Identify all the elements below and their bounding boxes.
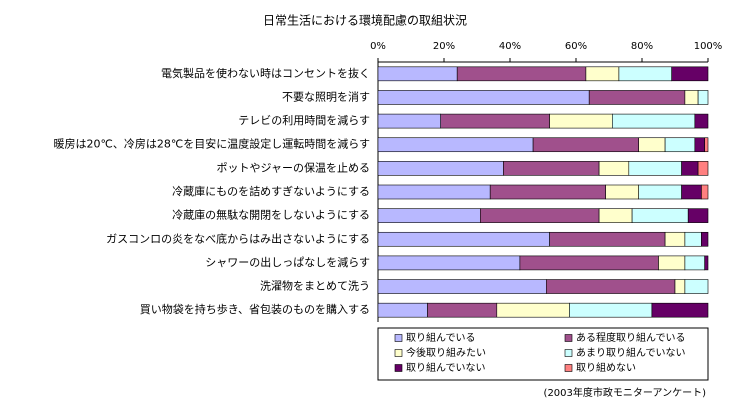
bar-segment [638,137,666,153]
bar-segment [598,161,630,176]
bar-segment [503,161,600,176]
bar-segment [588,90,686,105]
legend-label: 今後取り組みたい [406,346,486,359]
bar-segment [611,113,696,129]
y-tick-label: 洗濯物をまとめて洗う [260,279,370,293]
bar-segment [489,184,607,200]
bar-segment [377,302,428,318]
bar-segment [681,184,702,200]
bar-segment [694,113,709,129]
bar-segment [628,161,682,176]
bar-segment [664,137,696,153]
bar-segment [684,279,709,294]
bar-segment [605,184,640,200]
bar-segment [687,208,709,223]
legend-swatch [394,364,403,372]
legend-label: ある程度取り組んでいる [576,331,686,344]
legend-swatch [394,349,403,357]
bar-segment [701,184,709,200]
chart-title: 日常生活における環境配慮の取組状況 [263,13,467,28]
bar-segment [479,208,600,223]
bar-segment [456,66,587,82]
bar-segment [658,255,686,271]
x-tick-label: 20% [433,41,455,52]
bar-segment [377,66,458,82]
legend-swatch [394,334,403,342]
bar-segment [549,113,613,129]
bar-segment [598,208,633,223]
x-tick-label: 60% [565,41,587,52]
bar-segment [684,231,702,247]
bar-segment [704,255,709,271]
bar-segment [697,90,709,105]
y-tick-label: 冷蔵庫の無駄な開閉をしないようにする [172,208,370,222]
bar-segment [440,113,550,129]
bar-segment [496,302,570,318]
bar-segment [569,302,653,318]
bar-segment [377,279,547,294]
bar-segment [377,161,504,176]
bar-segment [377,137,534,153]
bar-segment [377,208,481,223]
bar-segment [377,90,590,105]
y-tick-label: 不要な照明を消す [282,89,370,103]
bar-segment [519,255,659,271]
legend-box [377,327,709,381]
y-tick-label: 買い物袋を持ち歩き、省包装のものを購入する [140,302,370,316]
legend-label: 取り組めない [576,361,636,374]
x-tick-label: 40% [499,41,521,52]
x-tick-label: 0% [370,41,386,52]
bar-segment [532,137,639,153]
bar-segment [377,184,491,200]
x-tick-label: 80% [631,41,653,52]
legend-swatch [564,349,573,357]
bar-segment [585,66,620,82]
bar-segment [651,302,709,318]
bar-segment [684,255,706,271]
y-tick-label: シャワーの出しっぱなしを減らす [205,255,370,269]
bar-segment [377,113,442,129]
y-tick-label: 暖房は20℃、冷房は28℃を目安に温度設定し運転時間を減らす [54,137,370,151]
bar-segment [681,161,699,176]
legend-swatch [564,334,573,342]
x-tick-label: 100% [694,41,723,52]
legend-swatch [564,364,573,372]
y-tick-label: ガスコンロの炎をなべ底からはみ出さないようにする [106,231,370,245]
source-note: (2003年度市政モニターアンケート) [544,386,707,399]
bar-segment [697,161,709,176]
bar-segment [545,279,676,294]
y-tick-label: テレビの利用時間を減らす [238,113,370,127]
y-tick-label: 冷蔵庫にものを詰めすぎないようにする [172,184,370,198]
bar-segment [671,66,709,82]
bar-segment [701,231,709,247]
bar-segment [631,208,689,223]
bar-segment [674,279,686,294]
bar-segment [549,231,666,247]
bar-segment [664,231,686,247]
bar-segment [427,302,498,318]
y-tick-label: ポットやジャーの保温を止める [217,160,370,174]
bar-segment [377,231,550,247]
legend-label: 取り組んでいない [406,361,486,374]
bar-segment [704,137,709,153]
legend-label: 取り組んでいる [406,331,476,344]
bar-segment [694,137,705,153]
bar-segment [684,90,699,105]
bar-segment [618,66,673,82]
bar-segment [377,255,521,271]
y-tick-label: 電気製品を使わない時はコンセントを抜く [161,66,370,80]
legend-label: あまり取り組んでいない [576,346,686,359]
bar-segment [638,184,682,200]
